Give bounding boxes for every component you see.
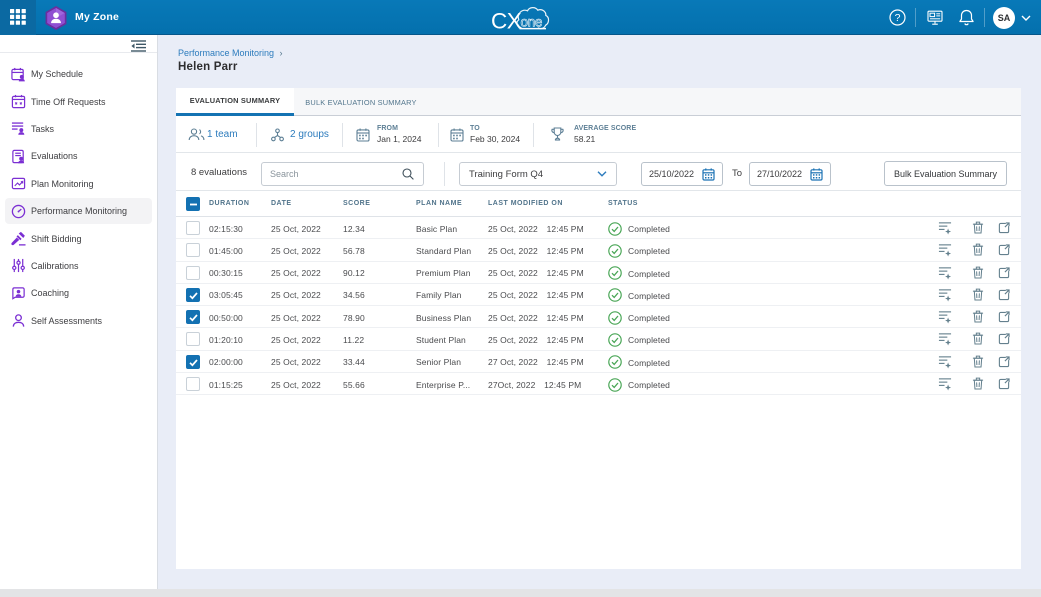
svg-text:?: ? — [894, 12, 900, 24]
svg-text:one: one — [521, 15, 543, 30]
